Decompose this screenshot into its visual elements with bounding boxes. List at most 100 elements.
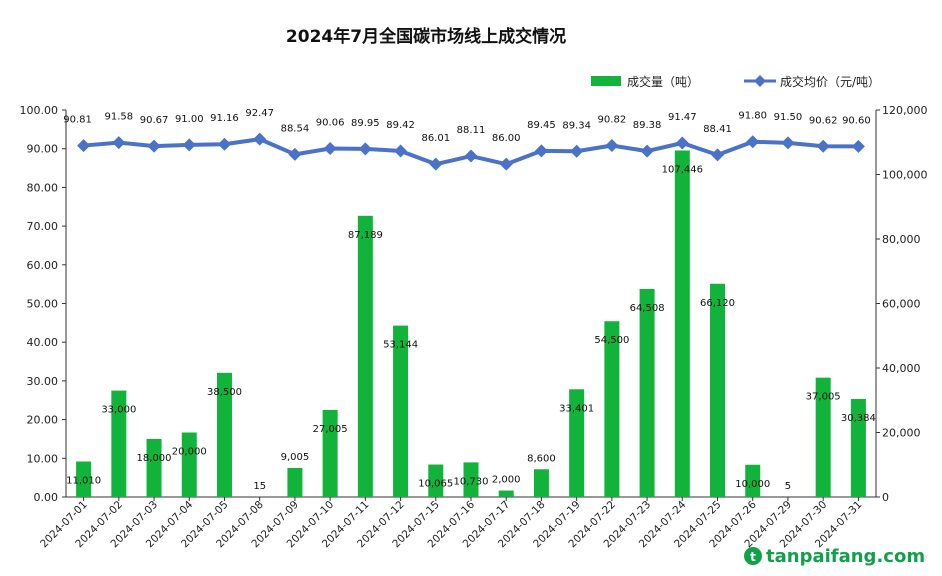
price-point bbox=[323, 141, 337, 155]
right-tick-label: 60,000 bbox=[882, 298, 921, 311]
price-value-label: 88.54 bbox=[281, 123, 310, 134]
price-value-label: 88.41 bbox=[703, 124, 732, 135]
price-value-label: 90.06 bbox=[316, 117, 345, 128]
bar-value-label: 38,500 bbox=[207, 387, 242, 398]
price-value-label: 91.58 bbox=[105, 112, 134, 123]
left-tick-label: 40.00 bbox=[27, 336, 59, 349]
left-tick-label: 90.00 bbox=[27, 143, 59, 156]
bar-value-label: 15 bbox=[253, 481, 266, 492]
left-tick-label: 30.00 bbox=[27, 375, 59, 388]
price-point bbox=[570, 144, 584, 158]
price-point bbox=[464, 149, 478, 163]
price-value-label: 90.60 bbox=[842, 115, 871, 126]
bar-value-label: 10,000 bbox=[735, 479, 770, 490]
bar bbox=[604, 321, 620, 497]
bar-value-label: 107,446 bbox=[662, 164, 703, 175]
leaf-logo-icon bbox=[744, 547, 762, 565]
x-axis-ticks: 2024-07-012024-07-022024-07-032024-07-04… bbox=[38, 497, 865, 550]
price-point bbox=[429, 157, 443, 171]
watermark-text: tanpaifang.com bbox=[766, 546, 925, 567]
bar-value-label: 20,000 bbox=[172, 447, 207, 458]
price-value-label: 86.01 bbox=[421, 133, 450, 144]
bar bbox=[815, 377, 831, 497]
right-tick-label: 120,000 bbox=[882, 104, 928, 117]
bar bbox=[850, 399, 866, 497]
bar bbox=[498, 490, 514, 497]
right-tick-label: 100,000 bbox=[882, 169, 928, 182]
left-tick-label: 80.00 bbox=[27, 181, 59, 194]
price-point bbox=[147, 139, 161, 153]
watermark: t tanpaifang.com bbox=[744, 546, 925, 567]
left-tick-label: 0.00 bbox=[34, 491, 59, 504]
price-point bbox=[781, 136, 795, 150]
price-point bbox=[605, 139, 619, 153]
price-point bbox=[534, 144, 548, 158]
bar-value-label: 9,005 bbox=[281, 452, 310, 463]
bar-value-label: 33,000 bbox=[101, 405, 136, 416]
bar-value-label: 54,500 bbox=[594, 335, 629, 346]
bar bbox=[287, 467, 303, 497]
bar-value-label: 11,010 bbox=[66, 475, 101, 486]
right-tick-label: 80,000 bbox=[882, 233, 921, 246]
bar-value-label: 5 bbox=[785, 481, 791, 492]
left-tick-label: 20.00 bbox=[27, 414, 59, 427]
bar-value-label: 27,005 bbox=[313, 424, 348, 435]
bar-value-label: 66,120 bbox=[700, 298, 735, 309]
price-point bbox=[675, 136, 689, 150]
price-value-label: 90.81 bbox=[63, 115, 92, 126]
price-value-label: 89.45 bbox=[527, 120, 556, 131]
price-point bbox=[640, 144, 654, 158]
bar-value-label: 8,600 bbox=[527, 453, 556, 464]
left-tick-label: 60.00 bbox=[27, 259, 59, 272]
bar bbox=[76, 461, 92, 497]
price-point bbox=[816, 139, 830, 153]
right-axis-ticks: 0 20,000 40,000 60,000 80,000 100,000 120,000 bbox=[876, 104, 928, 504]
bar-value-label: 33,401 bbox=[559, 403, 594, 414]
bar bbox=[569, 389, 585, 497]
bar-value-label: 87,189 bbox=[348, 230, 383, 241]
price-value-label: 89.42 bbox=[386, 120, 415, 131]
bar bbox=[533, 469, 549, 497]
price-value-label: 86.00 bbox=[492, 133, 521, 144]
price-value-label: 91.00 bbox=[175, 114, 204, 125]
legend-line-marker bbox=[754, 75, 766, 87]
price-value-label: 90.67 bbox=[140, 115, 169, 126]
bar-value-label: 37,005 bbox=[806, 392, 841, 403]
price-point bbox=[394, 144, 408, 158]
bar bbox=[216, 372, 232, 497]
price-point bbox=[499, 157, 513, 171]
bar bbox=[674, 150, 690, 498]
price-point bbox=[253, 132, 267, 146]
price-value-label: 89.38 bbox=[633, 120, 662, 131]
legend-bar-swatch bbox=[591, 76, 621, 86]
left-tick-label: 10.00 bbox=[27, 452, 59, 465]
bar-value-label: 10,065 bbox=[418, 479, 453, 490]
bar-series bbox=[76, 150, 866, 498]
chart-title: 2024年7月全国碳市场线上成交情况 bbox=[286, 26, 566, 47]
price-point bbox=[217, 137, 231, 151]
bar bbox=[393, 325, 409, 497]
price-value-label: 89.95 bbox=[351, 118, 380, 129]
price-value-label: 91.47 bbox=[668, 112, 697, 123]
bar bbox=[111, 390, 127, 497]
bar-value-label: 64,508 bbox=[630, 303, 665, 314]
price-point bbox=[77, 139, 91, 153]
price-value-label: 89.34 bbox=[562, 120, 591, 131]
bar bbox=[428, 464, 444, 497]
left-tick-label: 70.00 bbox=[27, 220, 59, 233]
price-value-label: 91.16 bbox=[210, 113, 239, 124]
bar bbox=[181, 432, 197, 497]
right-tick-label: 20,000 bbox=[882, 427, 921, 440]
bar bbox=[710, 283, 726, 497]
bar-value-label: 10,730 bbox=[454, 476, 489, 487]
left-tick-label: 100.00 bbox=[20, 104, 59, 117]
price-value-label: 90.62 bbox=[809, 115, 838, 126]
price-point bbox=[851, 139, 865, 153]
price-value-label: 91.50 bbox=[774, 112, 803, 123]
bar bbox=[463, 462, 479, 497]
legend: 成交量（吨） 成交均价（元/吨） bbox=[591, 74, 880, 89]
bar-value-label: 2,000 bbox=[492, 475, 521, 486]
line-data-labels: 90.81 91.58 90.67 91.00 91.16 92.47 88.54 90.06… bbox=[63, 108, 870, 144]
price-value-label: 90.82 bbox=[598, 115, 627, 126]
